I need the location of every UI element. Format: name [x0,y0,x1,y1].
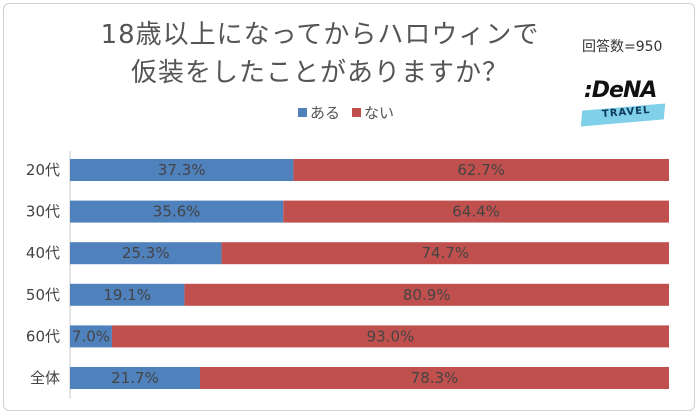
data-label-yes: 19.1% [103,286,151,304]
data-label-yes: 35.6% [153,203,201,221]
data-label-yes: 7.0% [72,327,110,345]
legend-label-yes: ある [310,104,341,122]
data-label-no: 62.7% [457,161,505,179]
data-label-no: 80.9% [403,286,451,304]
data-label-yes: 37.3% [158,161,206,179]
logo-main-text: :DeNA [584,78,657,103]
dena-travel-logo: :DeNA TRAVEL [578,76,678,128]
category-label: 60代 [26,327,60,345]
respondents-count: 回答数=950 [582,39,663,55]
legend-label-no: ない [364,104,395,122]
data-label-yes: 25.3% [122,244,170,262]
category-label: 全体 [30,369,60,387]
category-label: 20代 [26,161,60,179]
bar-no [283,200,669,223]
data-label-no: 78.3% [411,369,459,387]
category-label: 40代 [26,244,60,262]
bar-yes [70,200,284,223]
data-label-no: 64.4% [452,203,500,221]
bar-no [221,242,669,265]
bar-yes [70,325,112,348]
data-label-no: 93.0% [367,327,415,345]
chart-legend: ある ない [298,102,402,123]
bar-no [184,283,669,306]
data-label-yes: 21.7% [111,369,159,387]
category-label: 50代 [26,286,60,304]
bar-yes [70,283,185,306]
legend-item-no: ない [352,102,394,123]
bar-no [293,159,669,181]
bar-no [111,325,670,348]
chart-title-line1: 18歳以上になってからハロウィンで [100,20,540,50]
bar-no [199,367,669,389]
bar-yes [70,367,200,389]
legend-swatch-yes [298,108,307,117]
bar-yes [70,242,222,265]
chart-title-line2: 仮装をしたことがありますか？ [130,58,509,88]
data-label-no: 74.7% [421,244,469,262]
bar-yes [70,159,294,181]
legend-item-yes: ある [298,102,340,123]
category-label: 30代 [26,203,60,221]
legend-swatch-no [352,108,362,117]
